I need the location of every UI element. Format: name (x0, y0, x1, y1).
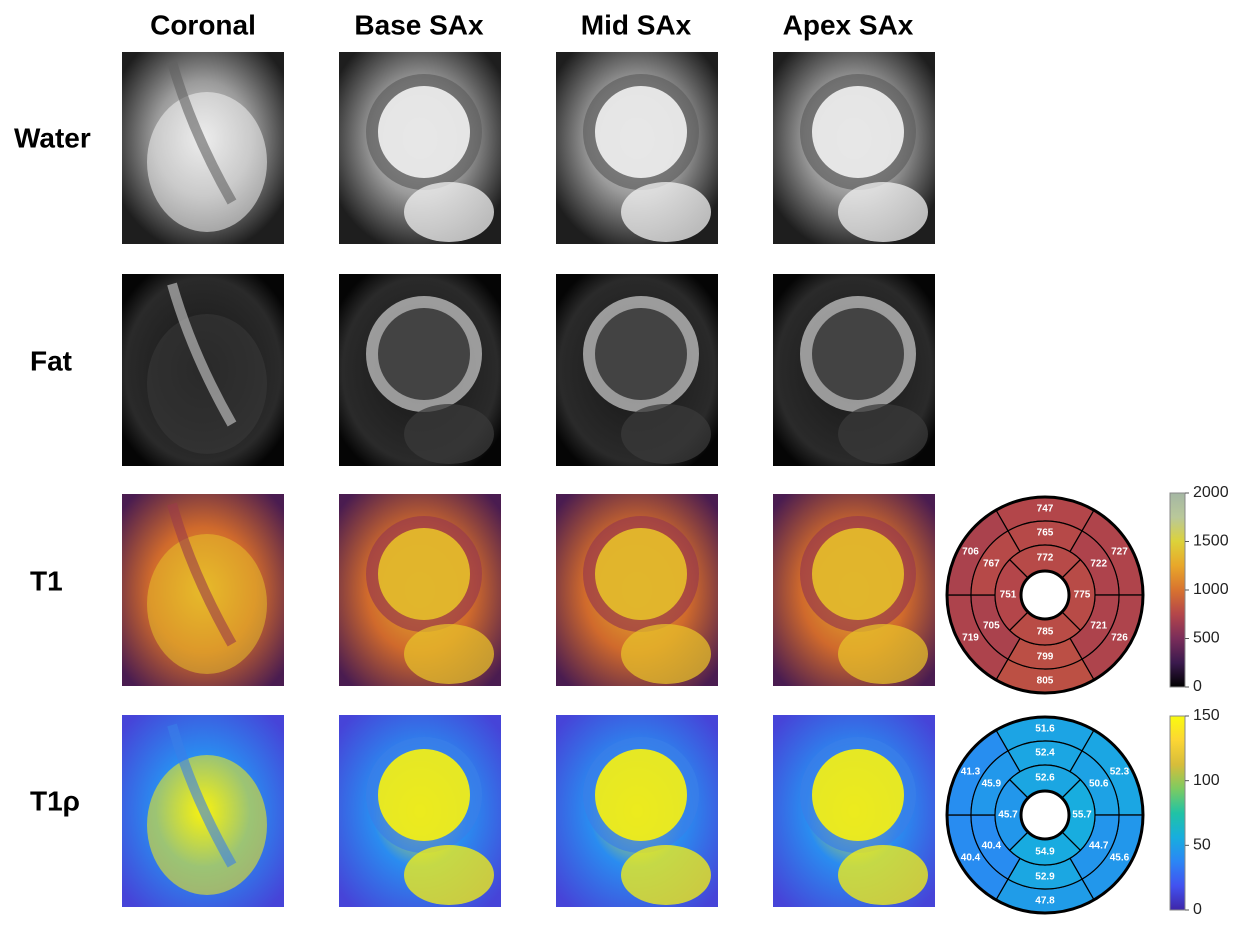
segment-label: 41.3 (961, 767, 981, 778)
vessel (167, 282, 237, 427)
column-header: Base SAx (354, 9, 484, 40)
ventricle-cavity (378, 86, 470, 178)
ventricle-cavity (378, 749, 470, 841)
column-header: Mid SAx (581, 9, 692, 40)
ventricle-cavity (812, 528, 904, 620)
bullseye-border (945, 715, 1145, 915)
segment-label: 727 (1111, 547, 1128, 558)
column-header: Apex SAx (783, 9, 914, 40)
segment-label: 51.6 (1035, 724, 1055, 735)
segment-label: 772 (1037, 553, 1054, 564)
segment-label: 45.6 (1110, 853, 1130, 864)
right-ventricle (404, 182, 494, 242)
colorbar-tick-label: 1000 (1193, 581, 1229, 598)
ventricle-cavity (378, 528, 470, 620)
vessel (167, 60, 237, 205)
segment-label: 767 (983, 559, 1000, 570)
right-ventricle (404, 624, 494, 684)
segment-label: 706 (962, 547, 979, 558)
right-ventricle (621, 845, 711, 905)
ventricle-cavity (595, 749, 687, 841)
right-ventricle (838, 404, 928, 464)
ventricle-cavity (595, 528, 687, 620)
segment-label: 47.8 (1035, 896, 1055, 907)
vessel (167, 502, 237, 647)
colorbar-tick-label: 2000 (1193, 484, 1229, 501)
bullseye: 51.6 52.3 45.6 47.8 40.4 41.3 52.4 50.6 44.7 52.9… (945, 715, 1145, 915)
right-ventricle (838, 624, 928, 684)
segment-label: 705 (983, 621, 1000, 632)
row-label: Fat (30, 345, 72, 376)
segment-label: 52.4 (1035, 748, 1055, 759)
right-ventricle (404, 404, 494, 464)
segment-label: 52.3 (1110, 767, 1130, 778)
right-ventricle (838, 182, 928, 242)
segment-label: 52.6 (1035, 773, 1055, 784)
bullseye-hole (1019, 789, 1071, 841)
ventricle-cavity (595, 308, 687, 400)
ventricle-cavity (812, 749, 904, 841)
segment-label: 45.7 (998, 810, 1018, 821)
colorbar-tick-label: 0 (1193, 901, 1202, 918)
ventricle-cavity (595, 86, 687, 178)
segment-label: 54.9 (1035, 847, 1055, 858)
image-grid (122, 52, 935, 907)
segment-label: 722 (1090, 559, 1107, 570)
segment-label: 747 (1037, 504, 1054, 515)
colorbar-tick-label: 150 (1193, 707, 1220, 724)
segment-label: 751 (1000, 590, 1017, 601)
colorbar-tick-label: 100 (1193, 772, 1220, 789)
bullseye-hole (1019, 569, 1071, 621)
segment-label: 40.4 (982, 841, 1002, 852)
colorbar-tick-label: 500 (1193, 630, 1220, 647)
ventricle-cavity (812, 86, 904, 178)
row-label: T1 (30, 565, 63, 596)
right-ventricle (621, 624, 711, 684)
segment-label: 719 (962, 633, 979, 644)
segment-label: 799 (1037, 652, 1054, 663)
vessel (167, 723, 237, 868)
segment-label: 52.9 (1035, 872, 1055, 883)
ventricle-cavity (812, 308, 904, 400)
bullseye: 747 727 726 805 719 706 765 722 721 799 705 767 772 7… (945, 495, 1145, 695)
column-header: Coronal (150, 9, 256, 40)
ventricle-cavity (378, 308, 470, 400)
colorbar-tick-label: 1500 (1193, 533, 1229, 550)
colorbar-tick-label: 0 (1193, 678, 1202, 695)
segment-label: 726 (1111, 633, 1128, 644)
right-ventricle (404, 845, 494, 905)
segment-label: 785 (1037, 627, 1054, 638)
row-label: T1ρ (30, 785, 80, 816)
row-label: Water (14, 122, 91, 153)
right-ventricle (621, 182, 711, 242)
segment-label: 805 (1037, 676, 1054, 687)
segment-label: 50.6 (1089, 779, 1109, 790)
right-ventricle (621, 404, 711, 464)
colorbar (1169, 715, 1186, 911)
segment-label: 765 (1037, 528, 1054, 539)
segment-label: 55.7 (1072, 810, 1092, 821)
bullseye-border (945, 495, 1145, 695)
segment-label: 721 (1090, 621, 1107, 632)
segment-label: 45.9 (982, 779, 1002, 790)
segment-label: 40.4 (961, 853, 981, 864)
right-ventricle (838, 845, 928, 905)
segment-label: 775 (1074, 590, 1091, 601)
colorbar-tick-label: 50 (1193, 837, 1211, 854)
colorbar (1169, 492, 1186, 688)
segment-label: 44.7 (1089, 841, 1109, 852)
